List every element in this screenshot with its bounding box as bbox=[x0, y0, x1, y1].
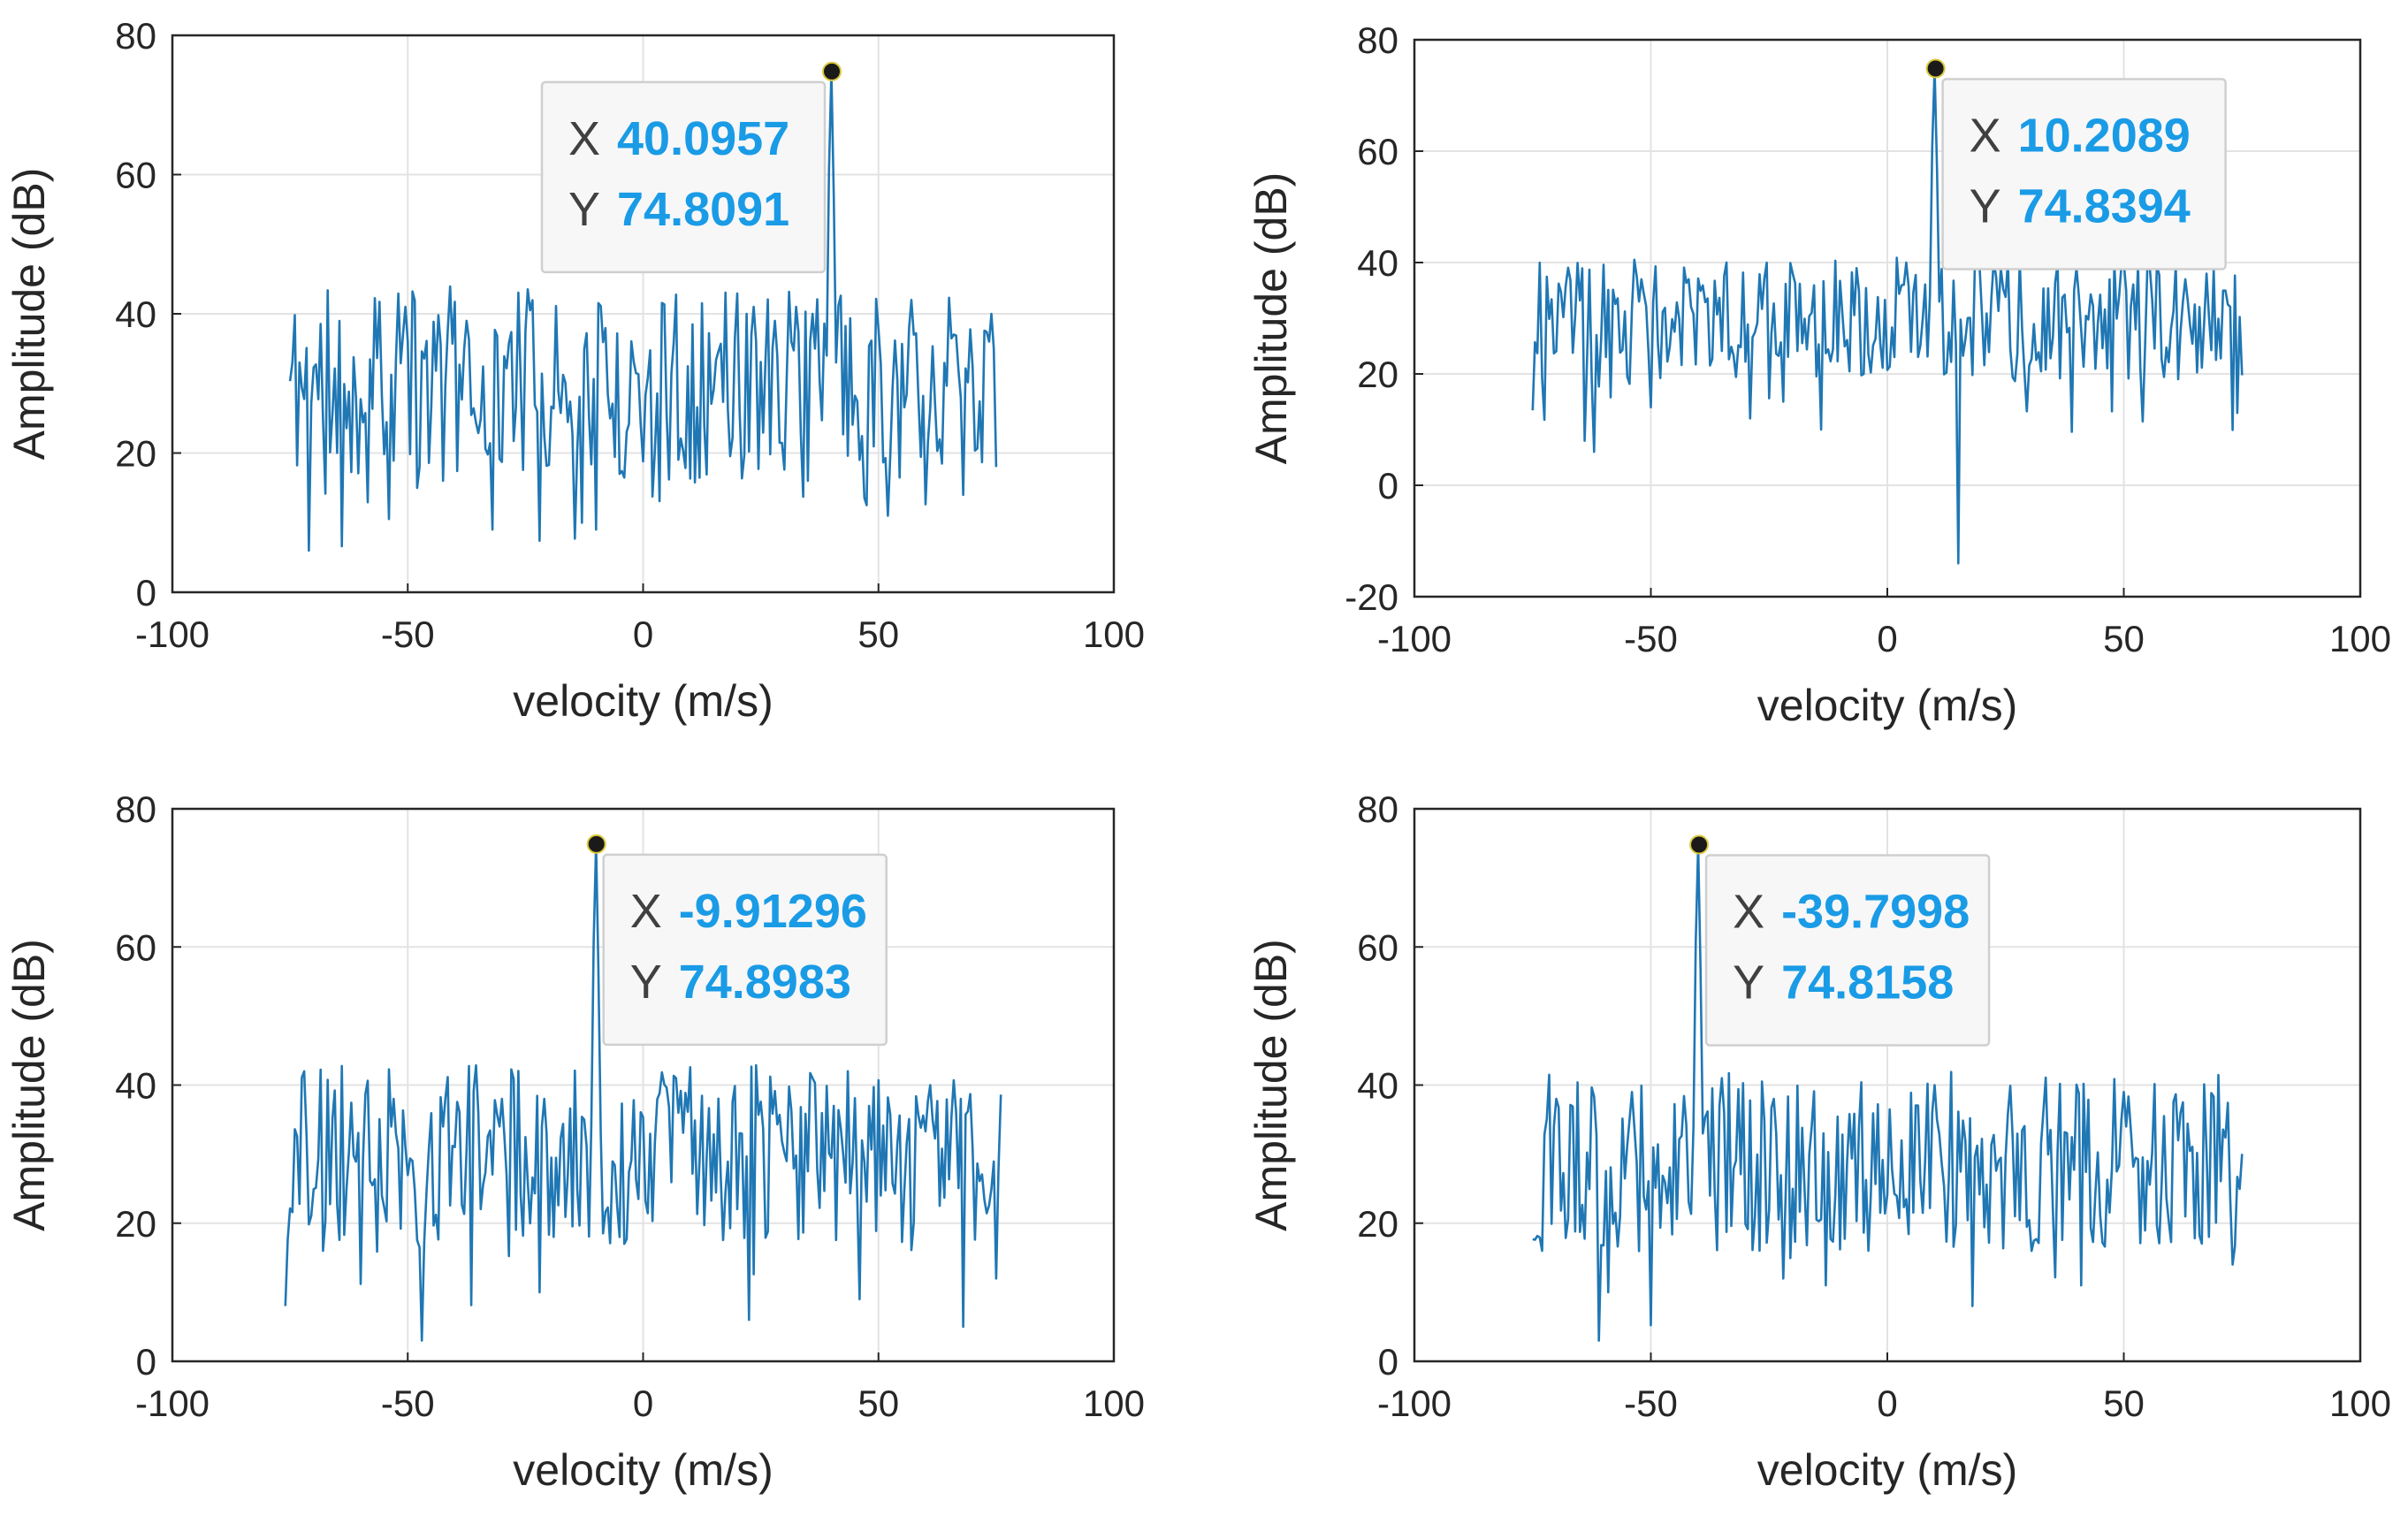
x-tick-label: 100 bbox=[2329, 618, 2391, 659]
x-tick-label: -50 bbox=[381, 1383, 435, 1424]
y-tick-label: 40 bbox=[1357, 242, 1398, 284]
datatip-marker[interactable] bbox=[822, 61, 842, 81]
y-tick-label: 0 bbox=[136, 1341, 156, 1383]
x-tick-label: 50 bbox=[857, 1383, 899, 1424]
series-line bbox=[284, 842, 1002, 1342]
y-tick-label: 0 bbox=[1378, 465, 1398, 507]
datatip-y-value: 74.8158 bbox=[1781, 956, 1954, 1009]
chart-panel-4: -100 -50 0 50 100 0 20 40 60 80 velocity (m/s) Ampl… bbox=[1246, 788, 2391, 1495]
datatip-x-value: 40.0957 bbox=[617, 112, 789, 165]
y-tick-label: 0 bbox=[136, 572, 156, 613]
x-tick-label: 100 bbox=[2329, 1383, 2391, 1424]
datatip-y-key: Y bbox=[1970, 180, 2001, 233]
y-tick-label: 80 bbox=[115, 788, 156, 830]
datatip-x-key: X bbox=[1733, 886, 1764, 939]
datatip-y-key: Y bbox=[568, 183, 600, 236]
datatip-marker[interactable] bbox=[1925, 58, 1946, 79]
x-tick-label: -50 bbox=[1624, 618, 1678, 659]
x-tick-label: 100 bbox=[1083, 613, 1145, 655]
y-axis-label: Amplitude (dB) bbox=[4, 168, 54, 461]
y-tick-label: 40 bbox=[1357, 1065, 1398, 1107]
y-axis-label: Amplitude (dB) bbox=[1246, 939, 1296, 1231]
datatip-marker[interactable] bbox=[1689, 834, 1710, 855]
datatip-y-key: Y bbox=[1733, 956, 1764, 1009]
x-tick-label: 50 bbox=[857, 613, 899, 655]
y-tick-label: 80 bbox=[1357, 788, 1398, 830]
x-axis-label: velocity (m/s) bbox=[1757, 1445, 2017, 1495]
chart-panel-3: -100 -50 0 50 100 0 20 40 60 80 velocity (m/s) Ampl… bbox=[4, 788, 1145, 1495]
x-tick-label: 100 bbox=[1083, 1383, 1145, 1424]
y-tick-label: -20 bbox=[1345, 576, 1398, 618]
datatip-x-value: -39.7998 bbox=[1781, 886, 1970, 939]
y-tick-label: 0 bbox=[1378, 1341, 1398, 1383]
y-tick-label: 20 bbox=[115, 433, 156, 475]
x-axis-label: velocity (m/s) bbox=[513, 676, 773, 726]
x-tick-label: -50 bbox=[381, 613, 435, 655]
x-tick-label: 0 bbox=[1877, 618, 1897, 659]
datatip-x-value: 10.2089 bbox=[2018, 110, 2191, 163]
x-tick-label: -100 bbox=[1377, 618, 1452, 659]
y-tick-label: 60 bbox=[1357, 926, 1398, 968]
datatip-box bbox=[1941, 78, 2227, 270]
datatip-x-value: -9.91296 bbox=[679, 885, 867, 938]
y-tick-label: 80 bbox=[115, 15, 156, 57]
y-tick-label: 40 bbox=[115, 1065, 156, 1107]
x-axis-label: velocity (m/s) bbox=[1757, 681, 2017, 730]
x-axis-label: velocity (m/s) bbox=[513, 1445, 773, 1495]
x-tick-label: -100 bbox=[135, 613, 210, 655]
y-axis-label: Amplitude (dB) bbox=[1246, 172, 1296, 465]
y-tick-label: 60 bbox=[1357, 131, 1398, 172]
y-tick-label: 20 bbox=[1357, 354, 1398, 395]
y-tick-label: 80 bbox=[1357, 19, 1398, 61]
datatip-y-value: 74.8983 bbox=[679, 956, 851, 1009]
datatip-marker[interactable] bbox=[586, 834, 606, 854]
y-tick-label: 60 bbox=[115, 155, 156, 196]
y-tick-label: 60 bbox=[115, 926, 156, 968]
x-tick-label: 50 bbox=[2103, 618, 2145, 659]
datatip-y-value: 74.8091 bbox=[617, 183, 789, 236]
y-tick-label: 20 bbox=[1357, 1203, 1398, 1245]
x-tick-label: 0 bbox=[633, 613, 653, 655]
datatip-box bbox=[1704, 854, 1991, 1047]
datatip-box bbox=[540, 80, 827, 274]
series-line bbox=[1532, 843, 2244, 1342]
chart-panel-1: -100 -50 0 50 100 0 20 40 60 80 velocity (m/s) Ampl… bbox=[4, 15, 1145, 726]
x-tick-label: -100 bbox=[1377, 1383, 1452, 1424]
series-line bbox=[288, 70, 998, 552]
datatip-x-key: X bbox=[568, 112, 600, 165]
y-tick-label: 40 bbox=[115, 293, 156, 335]
datatip-box bbox=[602, 853, 888, 1047]
datatip-y-value: 74.8394 bbox=[2018, 180, 2191, 233]
datatip-y-key: Y bbox=[630, 956, 662, 1009]
datatip-x-key: X bbox=[630, 885, 662, 938]
x-tick-label: -100 bbox=[135, 1383, 210, 1424]
chart-panel-2: -100 -50 0 50 100 -20 0 20 40 60 80 velocity (m/s) A… bbox=[1246, 19, 2391, 730]
x-tick-label: 0 bbox=[1877, 1383, 1897, 1424]
x-tick-label: 50 bbox=[2103, 1383, 2145, 1424]
y-tick-label: 20 bbox=[115, 1203, 156, 1245]
x-tick-label: 0 bbox=[633, 1383, 653, 1424]
datatip-x-key: X bbox=[1970, 110, 2001, 163]
y-axis-label: Amplitude (dB) bbox=[4, 939, 54, 1231]
x-tick-label: -50 bbox=[1624, 1383, 1678, 1424]
